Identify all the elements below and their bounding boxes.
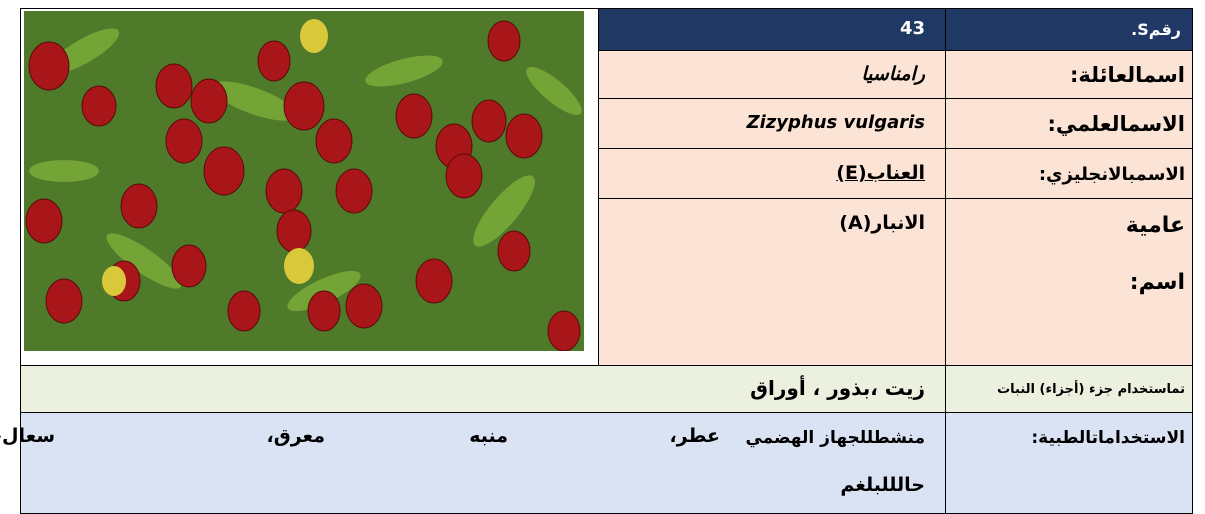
cell: [945, 412, 1193, 514]
cell: [598, 198, 946, 366]
cell: [945, 50, 1193, 99]
scientific-label: الاسمالعلمي:: [1047, 112, 1185, 136]
cell: [20, 365, 946, 413]
parts-value: زيت ،بذور ، أوراق: [750, 376, 925, 400]
fruit-photo: [24, 11, 584, 351]
common-label: اسم:: [1129, 270, 1185, 295]
scientific-value: Zizyphus vulgaris: [746, 112, 925, 133]
medical-word: منشطللجهاز الهضمي: [745, 428, 925, 448]
image-cell: [20, 8, 599, 366]
medical-word: حالللبلغم: [840, 474, 925, 496]
cell: [945, 198, 1193, 366]
parts-label: تماستخدام جزء (أجزاء) النبات: [997, 382, 1185, 397]
medical-label: الاستخداماتالطبية:: [1031, 428, 1185, 448]
cell: [20, 412, 946, 514]
common-label: عامية: [1125, 213, 1185, 238]
english-label: الاسمبالانجليزي:: [1038, 164, 1185, 185]
medical-word: سعال،: [0, 425, 55, 447]
common-value: الانبار(A): [839, 212, 925, 234]
number-label: رقمS.: [1131, 20, 1181, 39]
number-value-cell: [598, 8, 946, 51]
cell: [598, 148, 946, 199]
number-value: 43: [899, 18, 925, 39]
medical-word: معرق،: [266, 425, 325, 447]
family-value: رامناسيا: [861, 63, 925, 85]
family-label: اسمالعائلة:: [1069, 63, 1185, 87]
number-label-cell: [945, 8, 1193, 51]
medical-word: منبه: [469, 425, 508, 447]
cell: [945, 98, 1193, 149]
english-value: العناب(E): [836, 162, 925, 184]
medical-word: عطر،: [669, 425, 720, 447]
cell: [598, 98, 946, 149]
